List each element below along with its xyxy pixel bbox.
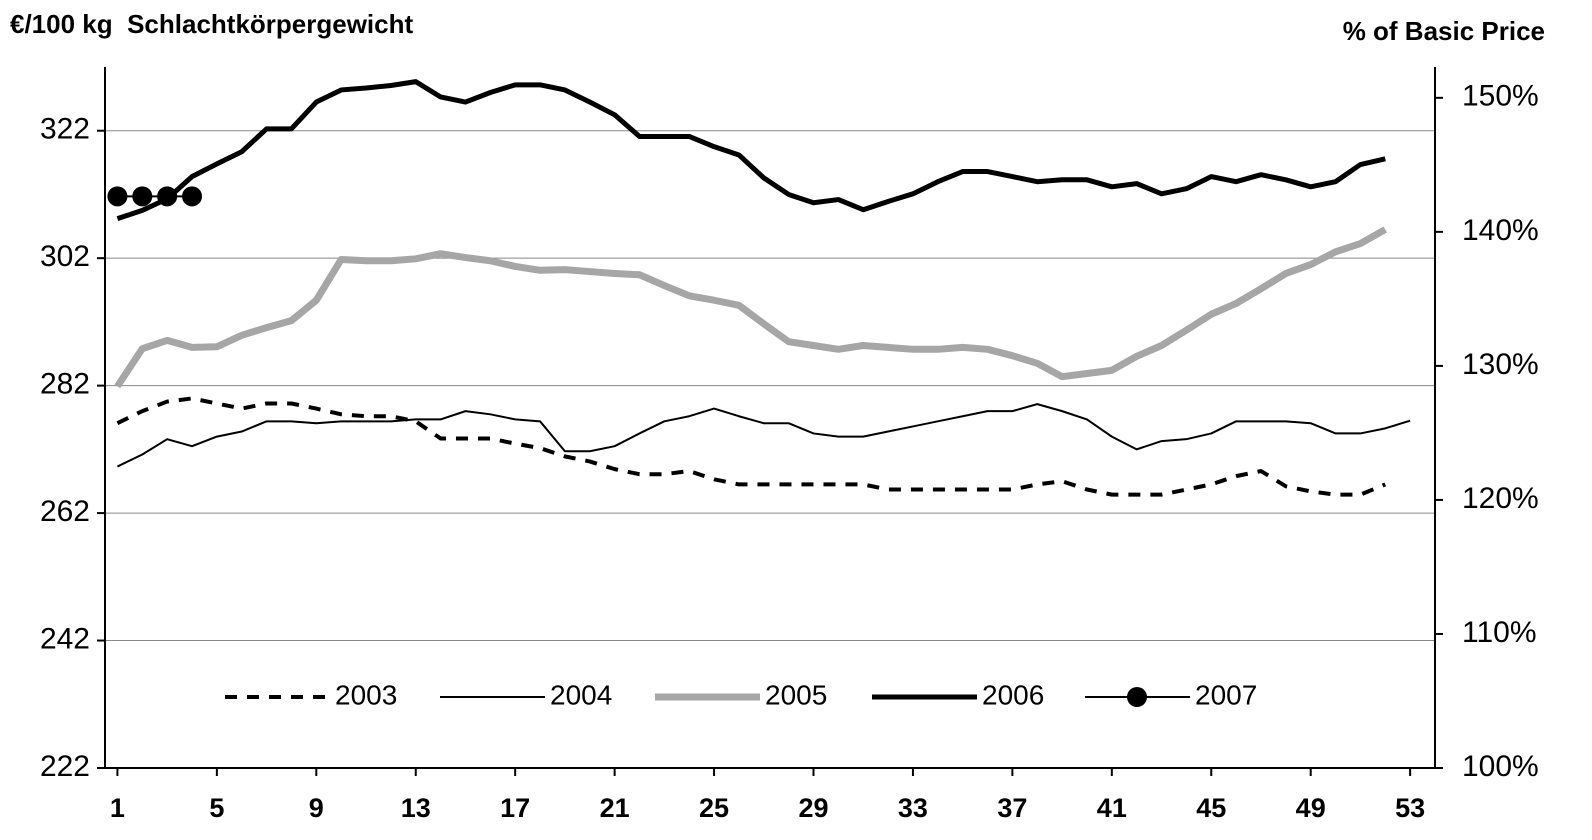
x-tick-label: 17 <box>500 793 530 823</box>
x-tick-label: 21 <box>600 793 630 823</box>
legend-label: 2006 <box>982 679 1044 710</box>
x-tick-label: 5 <box>209 793 224 823</box>
y2-tick-label: 140% <box>1462 214 1539 247</box>
y-tick-label: 282 <box>40 368 90 401</box>
y-tick-label: 242 <box>40 622 90 655</box>
y2-axis-label: % of Basic Price <box>1343 16 1545 46</box>
y2-tick-label: 150% <box>1462 80 1539 113</box>
x-tick-label: 41 <box>1097 793 1127 823</box>
y-tick-label: 222 <box>40 750 90 783</box>
legend-label: 2003 <box>335 679 397 710</box>
series-line <box>116 396 1387 497</box>
x-tick-label: 45 <box>1196 793 1226 823</box>
series-marker <box>157 186 178 207</box>
x-tick-label: 37 <box>997 793 1027 823</box>
x-tick-label: 33 <box>898 793 928 823</box>
legend-label: 2004 <box>550 679 612 710</box>
series-marker <box>107 186 128 207</box>
series-marker <box>132 186 153 207</box>
legend-label: 2007 <box>1195 679 1257 710</box>
x-tick-label: 25 <box>699 793 729 823</box>
y2-tick-label: 100% <box>1462 750 1539 783</box>
chart-title: €/100 kg Schlachtkörpergewicht <box>10 9 413 39</box>
series-line <box>116 403 1411 468</box>
series-marker <box>182 186 203 207</box>
y2-tick-label: 110% <box>1462 616 1537 649</box>
legend-marker <box>1127 687 1147 707</box>
x-tick-label: 1 <box>110 793 125 823</box>
x-tick-label: 49 <box>1296 793 1326 823</box>
x-tick-label: 29 <box>798 793 828 823</box>
series-line <box>116 79 1386 222</box>
y2-tick-label: 120% <box>1462 482 1539 515</box>
y-tick-label: 262 <box>40 495 90 528</box>
y-tick-label: 302 <box>40 240 90 273</box>
x-tick-label: 9 <box>309 793 324 823</box>
series-line <box>114 226 1387 389</box>
y2-tick-label: 130% <box>1462 348 1539 381</box>
x-tick-label: 53 <box>1395 793 1425 823</box>
legend-label: 2005 <box>765 679 827 710</box>
x-tick-label: 13 <box>401 793 431 823</box>
y-tick-label: 322 <box>40 113 90 146</box>
